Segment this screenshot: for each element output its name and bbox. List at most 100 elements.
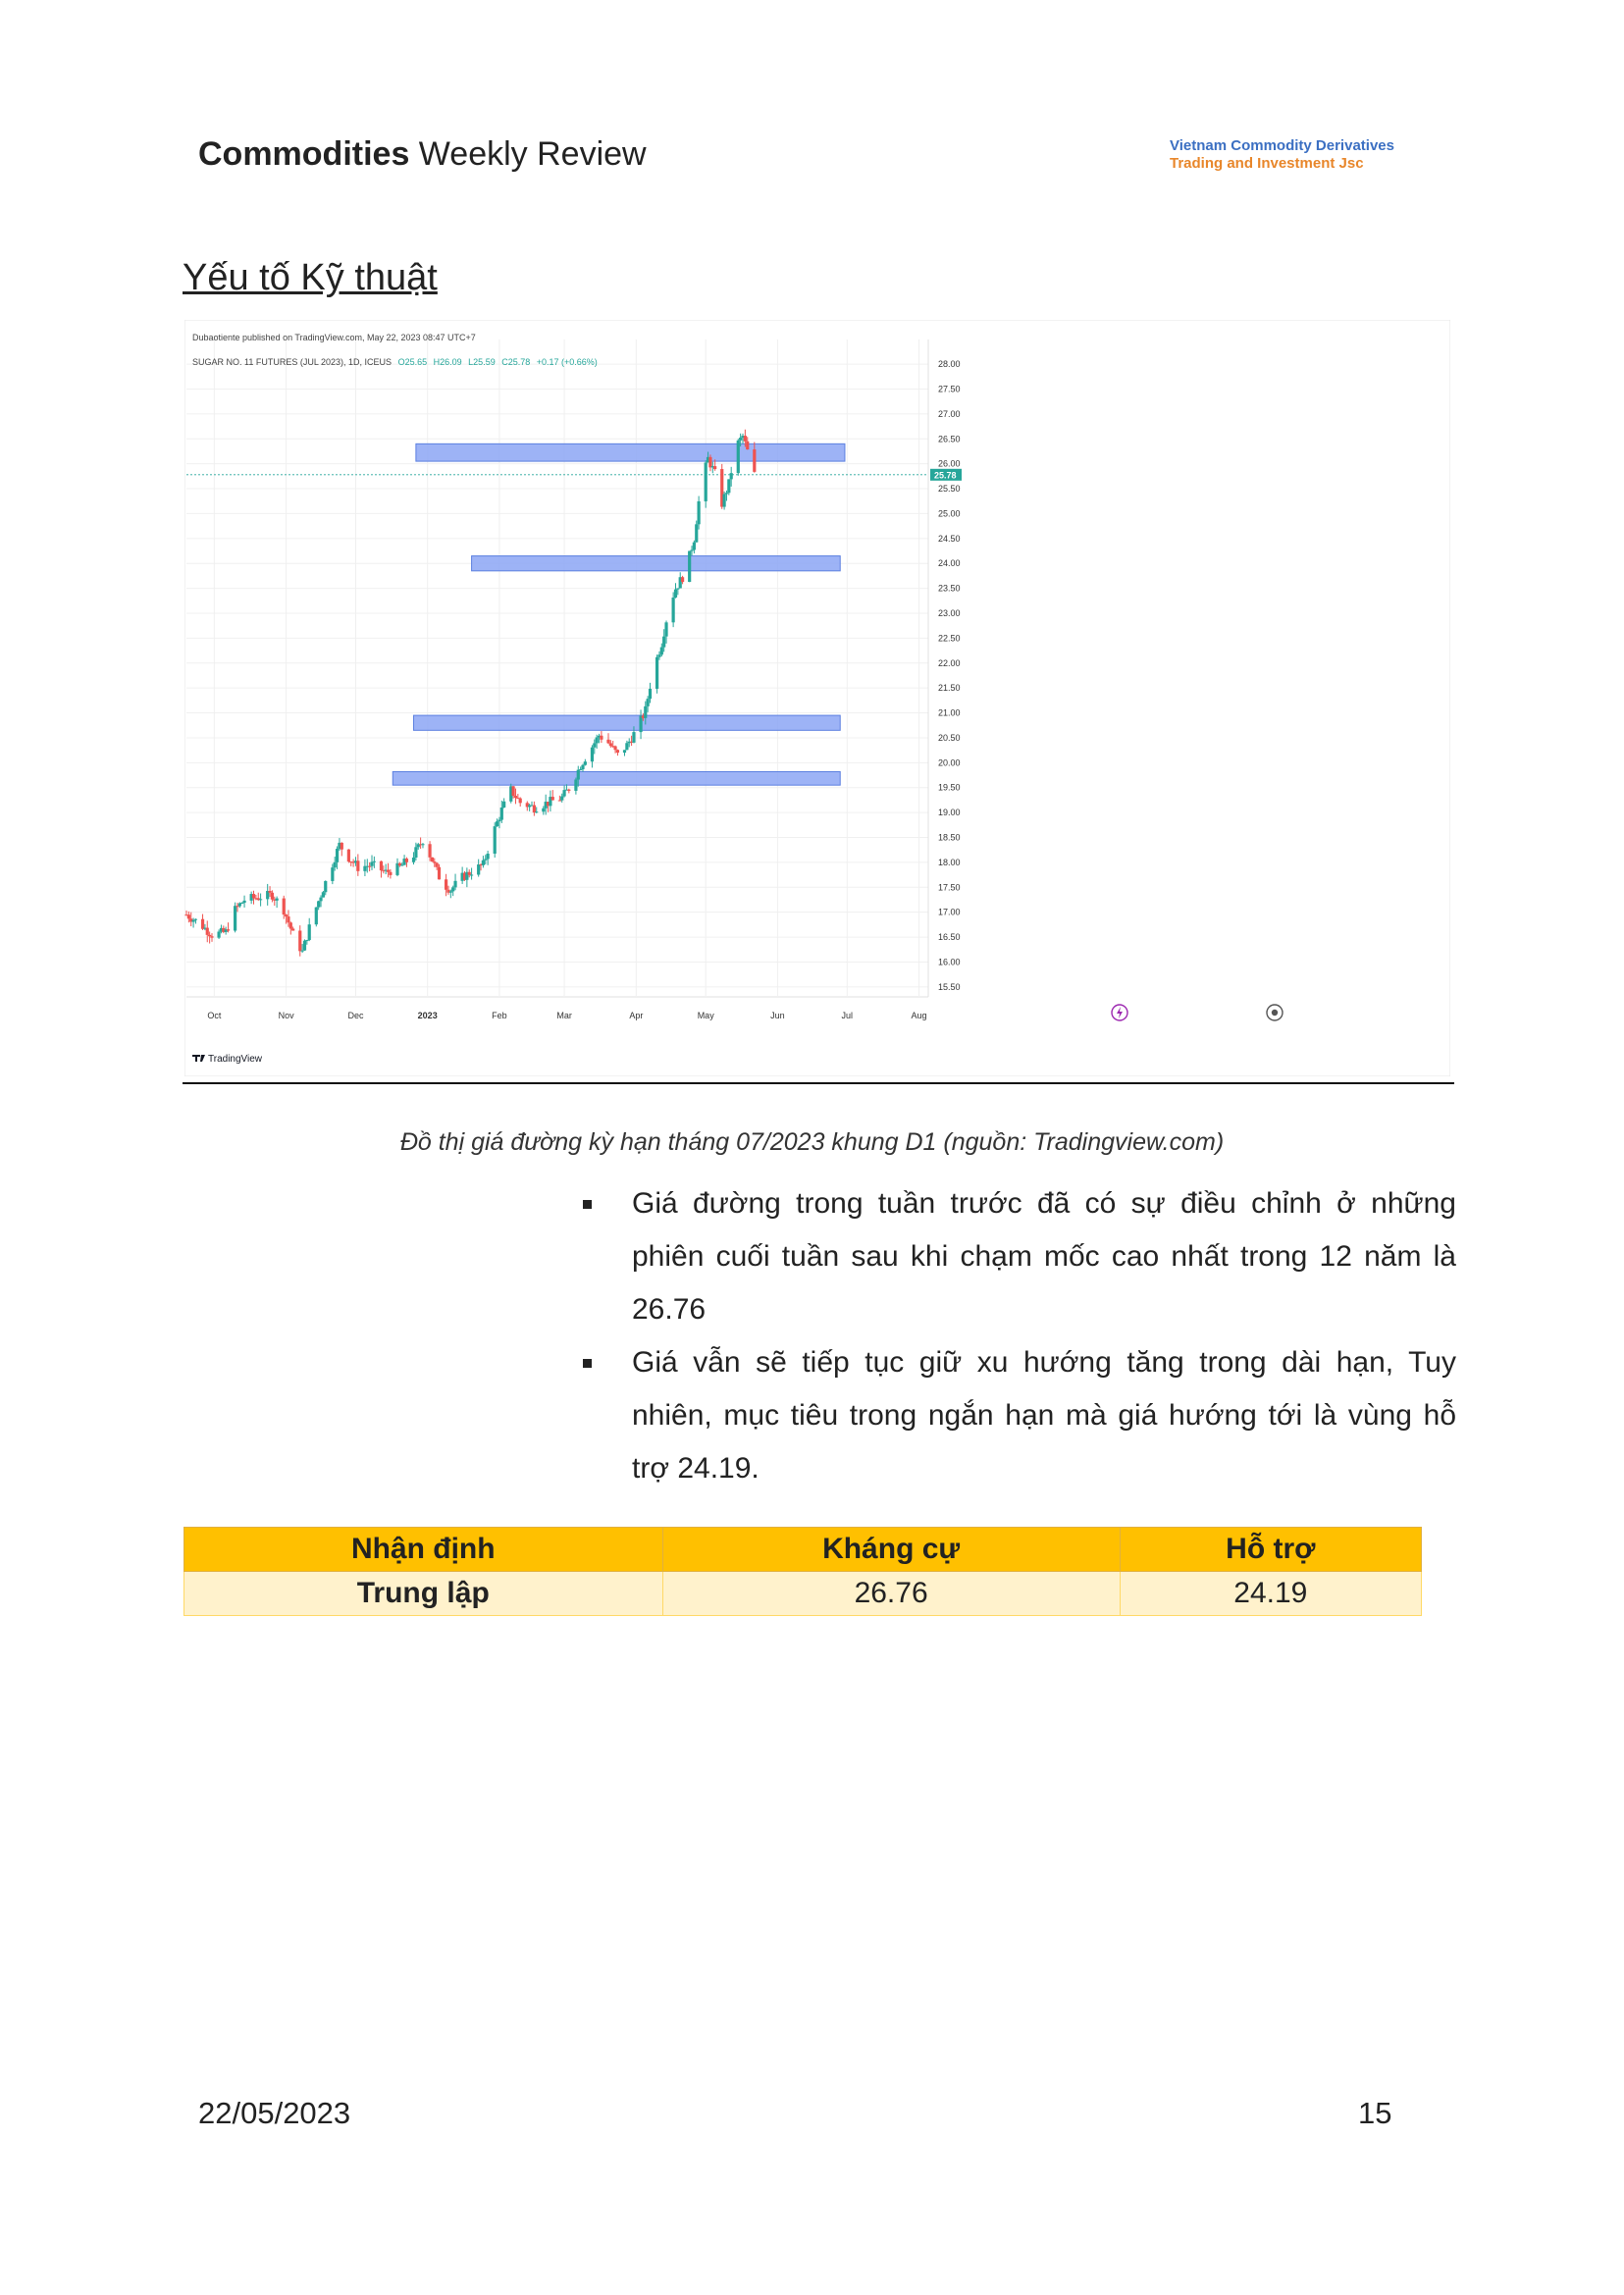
x-tick-label: Feb (492, 1011, 507, 1020)
candle-body (395, 862, 399, 875)
y-tick-label: 26.50 (938, 434, 961, 443)
candle-body (648, 688, 653, 700)
candle-body (288, 922, 292, 929)
chart-symbol: SUGAR NO. 11 FUTURES (JUL 2023), 1D, ICE… (192, 357, 392, 367)
candle-body (736, 440, 740, 474)
candle-body (671, 598, 675, 623)
lightning-icon[interactable] (1111, 1004, 1128, 1021)
y-tick-label: 24.00 (938, 558, 961, 568)
report-title-bold: Commodities (198, 135, 410, 173)
analysis-text: Giá đường trong tuần trước đã có sự điều… (632, 1187, 1456, 1326)
y-tick-label: 16.00 (938, 957, 961, 966)
candle-body (365, 865, 369, 867)
candle-body (338, 842, 341, 850)
candle-body (484, 859, 488, 861)
candle-body (414, 847, 418, 858)
candle-body (583, 761, 587, 765)
y-tick-label: 18.00 (938, 858, 961, 867)
x-tick-label: May (698, 1011, 715, 1020)
outlook-value: Trung lập (183, 1571, 663, 1616)
candle-body (203, 927, 207, 929)
header-outlook: Nhận định (183, 1527, 663, 1572)
candle-body (644, 705, 648, 718)
price-zone (392, 770, 841, 786)
candle-body (615, 750, 620, 754)
candle-body (511, 786, 515, 797)
candle-body (704, 462, 707, 501)
candle-body (273, 899, 277, 901)
x-tick-label: Nov (279, 1011, 295, 1020)
header-resistance: Kháng cự (661, 1527, 1121, 1572)
candle-body (646, 699, 650, 706)
candle-body (513, 796, 518, 799)
candle-body (234, 906, 237, 931)
y-tick-label: 27.00 (938, 409, 961, 419)
candle-body (641, 715, 646, 718)
candle-body (753, 449, 757, 472)
candle-body (419, 844, 423, 846)
candle-body (467, 871, 471, 875)
report-title-rest: Weekly Review (409, 135, 647, 173)
price-chart: 28.00 27.50 27.00 26.50 26.00 25.50 25.00 24.50… (183, 319, 1451, 1077)
candle-body (363, 865, 367, 871)
candle-body (254, 898, 258, 900)
candle-body (657, 654, 661, 657)
candle-body (532, 805, 536, 813)
candle-body (697, 500, 701, 525)
candle-body (437, 866, 442, 880)
candle-body (518, 798, 522, 804)
candle-body (379, 861, 384, 871)
candle-body (499, 807, 503, 820)
candle-body (453, 880, 457, 888)
candle-body (530, 805, 534, 807)
footer-date: 22/05/2023 (198, 2096, 351, 2130)
candle-body (673, 589, 678, 599)
candle-body (720, 469, 724, 507)
square-bullet-icon (583, 1359, 592, 1368)
analysis-text: Giá vẫn sẽ tiếp tục giữ xu hướng tăng tr… (632, 1346, 1456, 1485)
chart-published-line: Dubaotiente published on TradingView.com… (192, 333, 476, 342)
candle-body (460, 872, 464, 881)
candle-body (368, 865, 372, 867)
candle-body (727, 479, 731, 494)
candle-body (205, 927, 209, 935)
candle-body (319, 897, 323, 902)
candle-body (574, 779, 578, 791)
chart-open: O25.65 (398, 357, 428, 367)
support-value: 24.19 (1119, 1571, 1423, 1616)
candle-body (219, 927, 224, 932)
candle-body (597, 735, 602, 738)
candle-body (576, 769, 580, 780)
candle-body (370, 861, 374, 866)
candle-body (411, 857, 416, 862)
x-tick-label: Aug (912, 1011, 927, 1020)
y-tick-label: 28.00 (938, 359, 961, 369)
candle-body (389, 871, 393, 875)
candle-body (462, 872, 467, 880)
candle-body (430, 857, 435, 862)
x-tick-label: Mar (556, 1011, 572, 1020)
x-tick-label: Jul (842, 1011, 854, 1020)
y-tick-label: 17.00 (938, 908, 961, 917)
analysis-list: Giá đường trong tuần trước đã có sự điều… (577, 1177, 1456, 1495)
candle-body (516, 798, 520, 800)
candle-body (630, 741, 634, 743)
price-zone (413, 714, 841, 731)
candle-body (525, 803, 529, 808)
candle-body (659, 647, 663, 655)
candle-body (600, 735, 603, 740)
candle-body (200, 918, 205, 929)
candle-body (729, 473, 733, 480)
candle-body (498, 819, 501, 822)
candle-body (321, 892, 325, 898)
candle-body (448, 891, 452, 893)
report-title: Commodities Weekly Review (198, 135, 647, 174)
candle-body (384, 869, 388, 871)
candle-body (249, 894, 253, 901)
candle-body (266, 890, 270, 900)
candle-body (251, 894, 256, 899)
candle-body (595, 737, 599, 744)
candle-body (688, 550, 692, 583)
chart-low: L25.59 (468, 357, 496, 367)
event-flag-icon[interactable] (1266, 1004, 1283, 1021)
